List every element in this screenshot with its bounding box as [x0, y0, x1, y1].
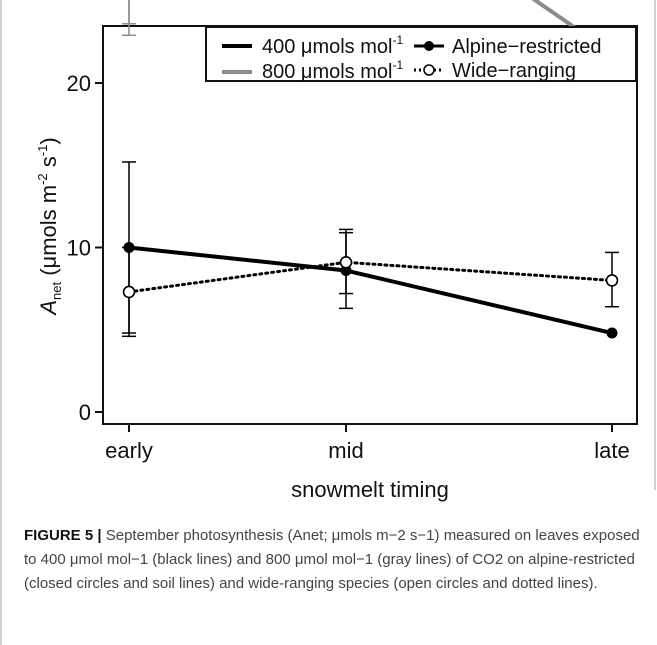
- point-400-wide-mid: [339, 256, 353, 269]
- x-tick-label-early: early: [105, 438, 153, 463]
- figure-label: FIGURE 5 |: [24, 527, 102, 544]
- panel-border-right: [654, 0, 656, 490]
- x-tick-label-mid: mid: [328, 438, 363, 463]
- series-800-wide: [122, 0, 136, 25]
- series-400-wide: [122, 228, 619, 338]
- x-axis: early mid late: [105, 424, 630, 463]
- caption-text: September photosynthesis (Anet; μmols m−…: [24, 527, 640, 592]
- figure-caption: FIGURE 5 | September photosynthesis (Ane…: [24, 524, 644, 596]
- legend-label-alpine: Alpine−restricted: [452, 36, 602, 58]
- legend-label-800: 800 μmols mol-1: [262, 58, 403, 83]
- x-axis-title: snowmelt timing: [291, 477, 449, 502]
- y-tick-label-10: 10: [67, 236, 91, 261]
- plot-area-border: [102, 25, 638, 425]
- legend: 400 μmols mol-1 800 μmols mol-1 Alpine−r…: [205, 26, 637, 83]
- point-400-wide-early: [122, 285, 136, 299]
- legend-box: [205, 26, 637, 82]
- legend-label-wide: Wide−ranging: [452, 60, 576, 82]
- legend-label-400: 400 μmols mol-1: [262, 33, 403, 58]
- point-400-alpine-late: [606, 327, 618, 339]
- y-axis-title: Anet (μmols m-2 s-1): [35, 137, 64, 316]
- x-tick-label-late: late: [594, 438, 629, 463]
- legend-marker-alpine: [424, 41, 434, 51]
- legend-marker-wide: [423, 64, 435, 76]
- series-line-400-alpine: [128, 245, 613, 335]
- panel-border-left: [0, 0, 2, 645]
- point-400-wide-late: [605, 274, 619, 287]
- y-tick-label-20: 20: [67, 71, 91, 96]
- series-400-alpine: [122, 161, 618, 339]
- y-tick-label-0: 0: [79, 400, 91, 425]
- y-axis: 010203040: [67, 71, 103, 425]
